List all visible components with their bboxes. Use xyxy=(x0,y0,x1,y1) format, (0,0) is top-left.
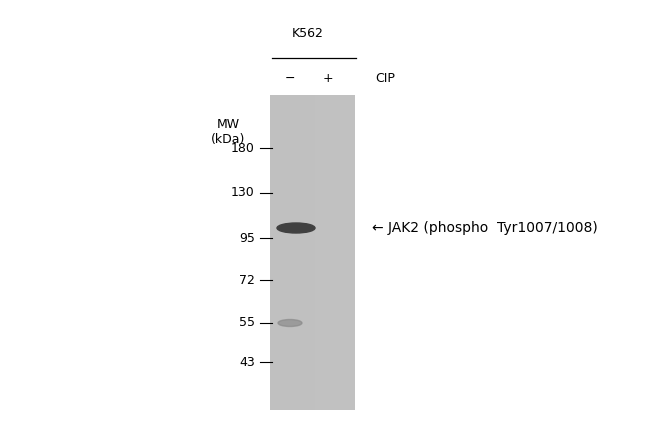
Bar xyxy=(313,95,315,410)
Bar xyxy=(287,95,289,410)
Text: 72: 72 xyxy=(239,273,255,287)
Text: 95: 95 xyxy=(239,232,255,244)
Bar xyxy=(348,95,351,410)
Bar xyxy=(351,95,353,410)
Bar xyxy=(344,95,346,410)
Text: 180: 180 xyxy=(231,141,255,154)
Bar xyxy=(325,95,328,410)
Bar xyxy=(308,95,311,410)
Text: CIP: CIP xyxy=(375,71,395,84)
Bar xyxy=(278,95,281,410)
Bar xyxy=(293,95,296,410)
Bar xyxy=(270,95,355,410)
Bar xyxy=(276,95,278,410)
Text: K562: K562 xyxy=(292,27,324,40)
Text: ← JAK2 (phospho  Tyr1007/1008): ← JAK2 (phospho Tyr1007/1008) xyxy=(372,221,598,235)
Bar xyxy=(321,95,323,410)
Bar xyxy=(336,95,338,410)
Bar xyxy=(304,95,306,410)
Ellipse shape xyxy=(277,223,315,233)
Bar xyxy=(274,95,276,410)
Bar xyxy=(298,95,300,410)
Bar xyxy=(306,95,308,410)
Bar xyxy=(340,95,343,410)
Bar xyxy=(270,95,272,410)
Bar xyxy=(353,95,355,410)
Text: 130: 130 xyxy=(231,187,255,200)
Bar xyxy=(289,95,291,410)
Bar xyxy=(333,95,336,410)
Bar xyxy=(332,95,333,410)
Text: −: − xyxy=(285,71,295,84)
Bar xyxy=(328,95,330,410)
Bar xyxy=(317,95,319,410)
Bar xyxy=(300,95,302,410)
Text: 43: 43 xyxy=(239,355,255,368)
Text: MW
(kDa): MW (kDa) xyxy=(211,118,245,146)
Bar xyxy=(281,95,283,410)
Bar xyxy=(311,95,313,410)
Bar xyxy=(323,95,325,410)
Bar xyxy=(296,95,298,410)
Ellipse shape xyxy=(278,319,302,327)
Bar xyxy=(330,95,332,410)
Bar xyxy=(272,95,274,410)
Bar xyxy=(338,95,340,410)
Bar xyxy=(285,95,287,410)
Bar xyxy=(302,95,304,410)
Text: 55: 55 xyxy=(239,316,255,330)
Bar xyxy=(291,95,293,410)
Bar xyxy=(343,95,344,410)
Bar xyxy=(315,95,317,410)
Text: +: + xyxy=(322,71,333,84)
Bar xyxy=(319,95,321,410)
Bar xyxy=(346,95,348,410)
Bar xyxy=(283,95,285,410)
